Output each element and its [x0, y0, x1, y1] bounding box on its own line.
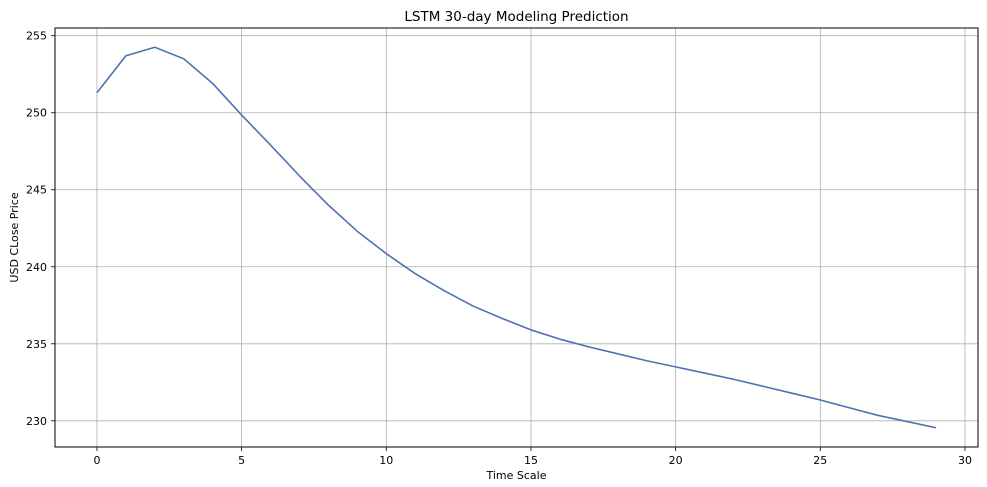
x-tick-label: 25: [813, 454, 827, 467]
plot-frame: [54, 27, 979, 448]
series-lines: [96, 46, 937, 429]
x-tick-label: 20: [669, 454, 683, 467]
x-tick-label: 15: [524, 454, 538, 467]
y-tick-label: 245: [26, 184, 47, 197]
x-tick-label: 5: [238, 454, 245, 467]
y-tick-label: 250: [26, 107, 47, 120]
y-tick-label: 230: [26, 415, 47, 428]
chart-title: LSTM 30-day Modeling Prediction: [404, 9, 628, 25]
y-tick-label: 235: [26, 338, 47, 351]
axis-ticks: 0 5 10 15 20 25 30 230 235 240 245 250 255: [26, 30, 972, 467]
x-tick-label: 0: [93, 454, 100, 467]
y-axis-label: USD CLose Price: [8, 192, 21, 282]
x-tick-label: 30: [958, 454, 972, 467]
y-tick-label: 255: [26, 30, 47, 43]
x-tick-label: 10: [379, 454, 393, 467]
x-axis-label: Time Scale: [485, 469, 546, 482]
series-line: [96, 46, 937, 429]
grid-lines: [55, 28, 978, 447]
y-tick-label: 240: [26, 261, 47, 274]
